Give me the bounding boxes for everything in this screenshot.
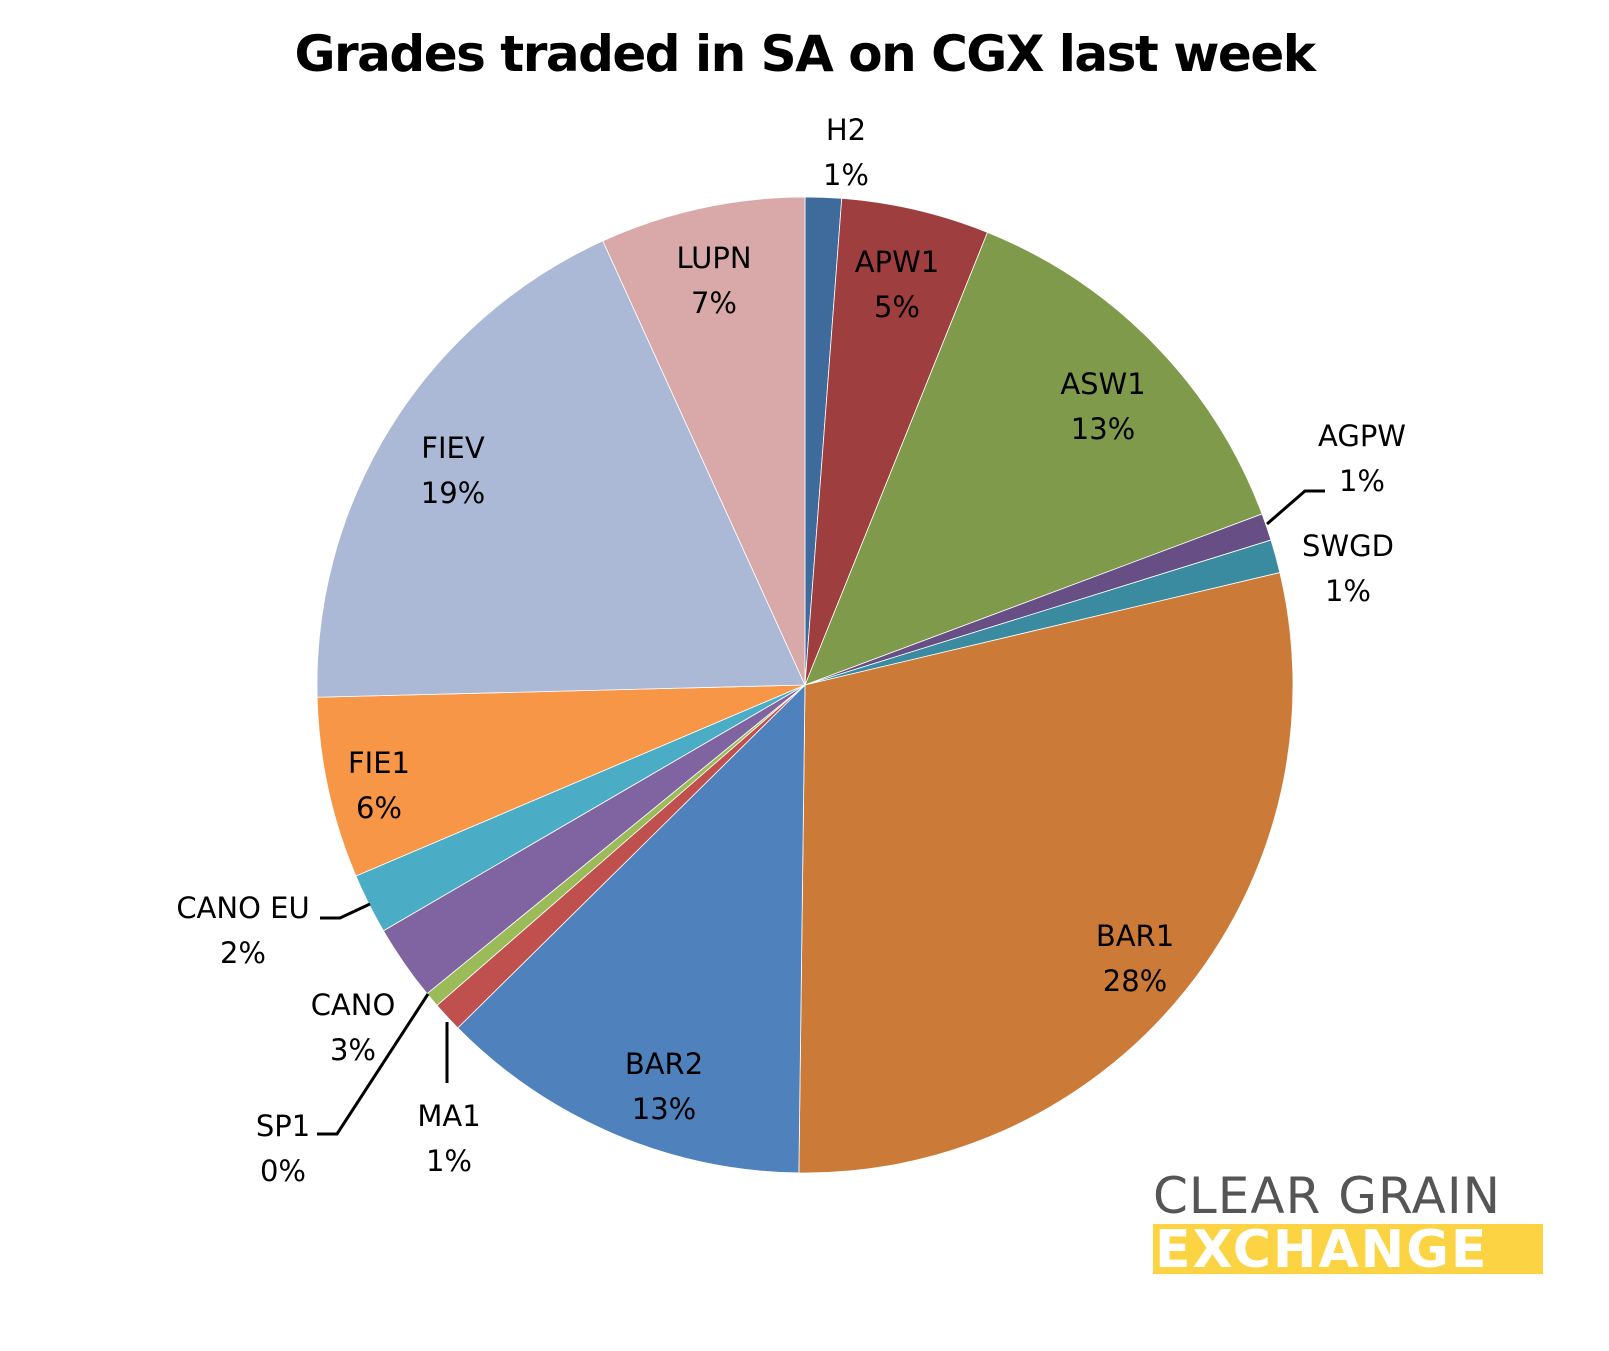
data-label-fiev: FIEV 19% bbox=[421, 431, 485, 510]
logo-line-1: CLEAR GRAIN bbox=[1153, 1167, 1502, 1225]
pie-slice-fiev bbox=[316, 240, 806, 698]
pie-slice-asw1 bbox=[804, 231, 1263, 686]
leader-line-agpw bbox=[1266, 489, 1325, 526]
data-label-lupn: LUPN 7% bbox=[676, 241, 751, 320]
data-label-apw1: APW1 5% bbox=[855, 245, 939, 324]
data-label-bar1: BAR1 28% bbox=[1096, 919, 1174, 998]
data-label-h2: H2 1% bbox=[823, 113, 869, 192]
data-label-bar2: BAR2 13% bbox=[625, 1047, 703, 1126]
leader-line-sp1 bbox=[317, 993, 430, 1136]
data-labels: H2 1% APW1 5% ASW1 13% AGPW 1% SWGD 1% BAR1 28% BAR2… bbox=[176, 113, 1406, 1188]
data-label-agpw: AGPW 1% bbox=[1318, 419, 1406, 498]
pie-slice-lupn bbox=[602, 196, 806, 686]
clear-grain-exchange-logo: CLEAR GRAIN EXCHANGE bbox=[1153, 1170, 1543, 1274]
pie-slices bbox=[316, 196, 1294, 1174]
chart-title: Grades traded in SA on CGX last week bbox=[294, 25, 1316, 83]
data-label-sp1: SP1 0% bbox=[256, 1109, 310, 1188]
pie-slice-bar1 bbox=[798, 572, 1294, 1174]
data-label-fie1: FIE1 6% bbox=[348, 746, 410, 825]
data-label-cano: CANO 3% bbox=[311, 988, 396, 1067]
pie-slice-apw1 bbox=[804, 197, 989, 686]
data-label-asw1: ASW1 13% bbox=[1060, 367, 1145, 446]
data-label-cano-eu: CANO EU 2% bbox=[176, 891, 309, 970]
leader-line-cano-eu bbox=[320, 902, 371, 920]
data-label-swgd: SWGD 1% bbox=[1302, 529, 1394, 608]
logo-line-2: EXCHANGE bbox=[1153, 1224, 1543, 1274]
data-label-ma1: MA1 1% bbox=[417, 1099, 480, 1178]
pie-slice-fie1 bbox=[316, 684, 806, 877]
leader-lines bbox=[317, 489, 1325, 1136]
pie-slice-bar2 bbox=[457, 684, 806, 1174]
